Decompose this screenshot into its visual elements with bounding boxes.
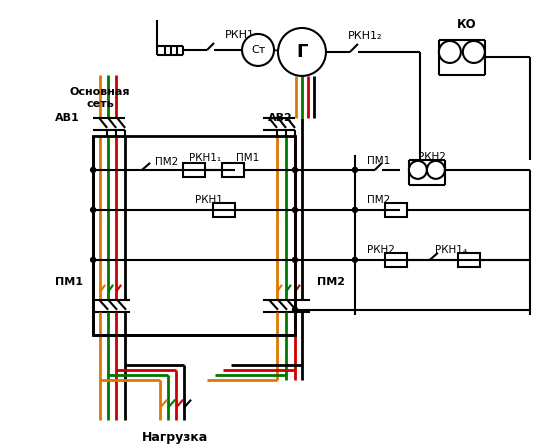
Text: КО: КО: [457, 18, 476, 32]
Text: РКН2: РКН2: [418, 152, 446, 162]
Text: ПМ1: ПМ1: [367, 156, 390, 166]
Bar: [385, 203, 407, 217]
Bar: [385, 253, 407, 267]
Text: ПМ2: ПМ2: [317, 277, 345, 287]
Circle shape: [427, 161, 445, 179]
Circle shape: [242, 34, 274, 66]
Circle shape: [439, 41, 461, 63]
Circle shape: [91, 257, 96, 262]
Bar: [458, 253, 480, 267]
Circle shape: [293, 207, 298, 212]
Text: РКН1₂: РКН1₂: [348, 31, 382, 41]
Text: АВ1: АВ1: [55, 113, 80, 123]
Circle shape: [293, 307, 298, 312]
Bar: [183, 163, 205, 177]
Text: ПМ1: ПМ1: [55, 277, 83, 287]
Circle shape: [278, 28, 326, 76]
Text: Нагрузка: Нагрузка: [142, 431, 208, 444]
Text: ПМ2: ПМ2: [155, 157, 178, 167]
Text: РКН1₁: РКН1₁: [189, 153, 221, 163]
Circle shape: [352, 257, 357, 262]
Text: РКН1₄: РКН1₄: [435, 245, 467, 255]
Text: АВ2: АВ2: [268, 113, 293, 123]
Text: РКН1₃: РКН1₃: [225, 30, 260, 40]
Bar: [93, 136, 295, 335]
Circle shape: [91, 167, 96, 172]
Text: ПМ1: ПМ1: [236, 153, 259, 163]
Circle shape: [409, 161, 427, 179]
Circle shape: [293, 257, 298, 262]
Text: Основная
сеть: Основная сеть: [70, 87, 130, 108]
Circle shape: [293, 167, 298, 172]
Text: Г: Г: [296, 43, 307, 61]
Bar: [222, 163, 244, 177]
Text: РКН2: РКН2: [367, 245, 395, 255]
Text: РКН1: РКН1: [195, 195, 223, 205]
Text: ПМ2: ПМ2: [367, 195, 390, 205]
Circle shape: [463, 41, 485, 63]
Text: Ст: Ст: [251, 45, 265, 55]
Circle shape: [352, 207, 357, 212]
Bar: [213, 203, 235, 217]
Circle shape: [91, 207, 96, 212]
Circle shape: [352, 167, 357, 172]
